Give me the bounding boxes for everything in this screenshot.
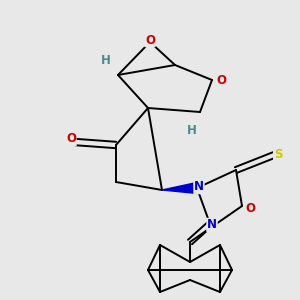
Text: O: O <box>245 202 255 214</box>
Text: O: O <box>145 34 155 46</box>
Text: O: O <box>66 133 76 146</box>
Text: H: H <box>101 53 111 67</box>
Polygon shape <box>162 182 197 194</box>
Text: N: N <box>207 218 217 232</box>
Text: S: S <box>274 148 282 160</box>
Text: H: H <box>187 124 197 136</box>
Text: O: O <box>216 74 226 86</box>
Text: N: N <box>194 181 204 194</box>
